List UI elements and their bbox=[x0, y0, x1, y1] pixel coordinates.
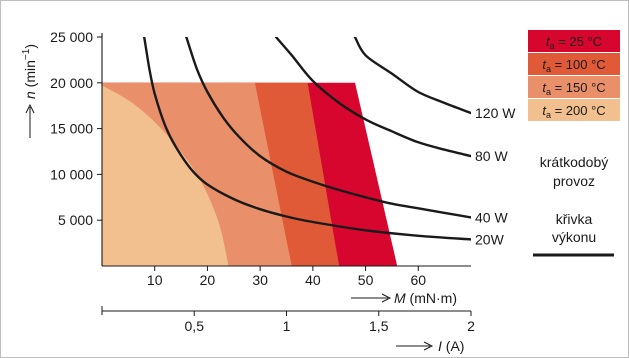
legend-label-1: ta = 25 °C bbox=[546, 34, 602, 51]
legend-swatch-4 bbox=[528, 99, 620, 121]
short-term-label: krátkodobý bbox=[540, 154, 608, 170]
x-axis-arrowhead bbox=[381, 293, 392, 303]
current-tick-label: 1 bbox=[283, 318, 291, 334]
y-axis-title: n (min−1) bbox=[21, 44, 38, 99]
thermal-region-4 bbox=[102, 85, 229, 266]
x-tick-label: 40 bbox=[305, 272, 321, 288]
legend-label-3: ta = 150 °C bbox=[542, 80, 605, 97]
power-curve-label-1: 120 W bbox=[475, 105, 516, 121]
current-axis-arrowhead bbox=[423, 341, 434, 351]
y-tick-label: 10 000 bbox=[50, 166, 93, 182]
power-curve-1 bbox=[353, 37, 471, 115]
x-tick-label: 20 bbox=[200, 272, 216, 288]
legend-swatch-2 bbox=[528, 53, 620, 75]
x-tick-label: 30 bbox=[252, 272, 268, 288]
y-tick-label: 5 000 bbox=[58, 212, 93, 228]
thermal-regions bbox=[102, 82, 398, 266]
short-term-label: provoz bbox=[553, 173, 595, 189]
y-tick-label: 15 000 bbox=[50, 121, 93, 137]
legend-swatch-1 bbox=[528, 30, 620, 52]
legend-label-4: ta = 200 °C bbox=[542, 103, 605, 120]
power-curve-label-2: 80 W bbox=[475, 148, 508, 164]
x-tick-label: 10 bbox=[147, 272, 163, 288]
y-tick-label: 20 000 bbox=[50, 75, 93, 91]
power-curve-2 bbox=[274, 37, 471, 158]
x-tick-label: 50 bbox=[358, 272, 374, 288]
current-tick-label: 2 bbox=[467, 318, 475, 334]
y-axis-arrowhead bbox=[25, 103, 35, 114]
power-curve-4 bbox=[143, 37, 471, 241]
power-curve-label-3: 40 W bbox=[475, 209, 508, 225]
axes: 5 000 10 000 15 000 20 000 25 000 10 20 30 40 50 6… bbox=[21, 29, 475, 354]
power-curves bbox=[143, 37, 471, 241]
power-curve-legend-label: křivka bbox=[556, 211, 593, 227]
legend: ta = 25 °C ta = 100 °C ta = 150 °C ta = 200… bbox=[528, 30, 620, 257]
legend-swatch-3 bbox=[528, 76, 620, 98]
power-curve-label-4: 20W bbox=[475, 231, 505, 247]
x-tick-label: 60 bbox=[410, 272, 426, 288]
x-axis-title: M (mN·m) bbox=[394, 290, 457, 306]
power-curve-legend-label: výkonu bbox=[552, 229, 596, 245]
power-curve-3 bbox=[185, 37, 471, 219]
legend-label-2: ta = 100 °C bbox=[542, 57, 605, 74]
current-tick-label: 0,5 bbox=[185, 318, 205, 334]
curve-labels: 120 W 80 W 40 W 20W bbox=[475, 105, 516, 247]
y-tick-label: 25 000 bbox=[50, 29, 93, 45]
current-tick-label: 1,5 bbox=[369, 318, 389, 334]
current-axis-title: I (A) bbox=[438, 338, 464, 354]
